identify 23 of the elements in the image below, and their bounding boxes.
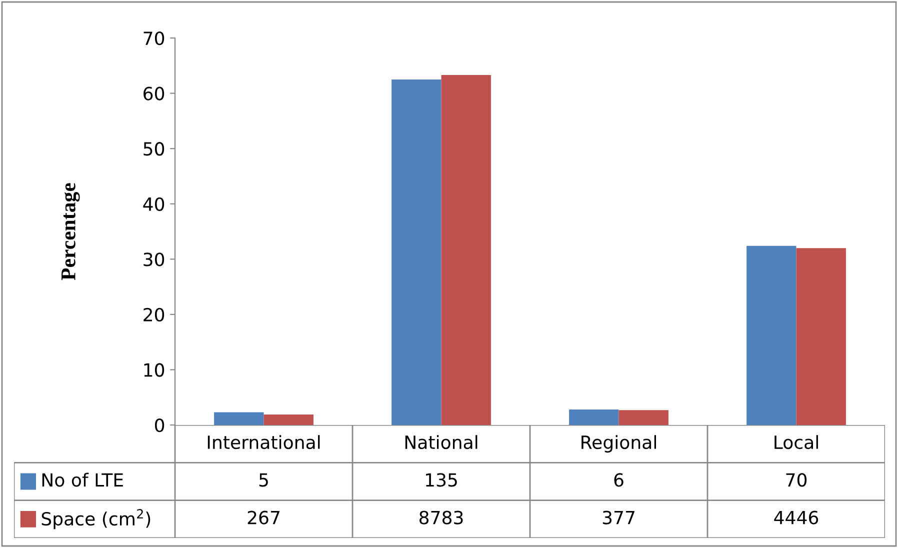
text: 267: [248, 510, 280, 524]
text: 377: [602, 510, 634, 524]
text: 4446: [774, 510, 818, 524]
y-tick-label: 50: [144, 142, 164, 156]
y-tick-label: 60: [144, 86, 164, 100]
text: 6: [614, 473, 624, 487]
y-tick-label: 40: [143, 197, 164, 211]
legend-label: Space (cm$^{2}$): [42, 509, 150, 530]
y-tick-label: 10: [144, 363, 164, 377]
y-tick-label: 70: [144, 31, 164, 46]
x-tick-label: Local: [774, 435, 818, 450]
y-axis-title: Percentage: [62, 183, 80, 280]
y-tick-label: 0: [154, 418, 164, 432]
text: 5: [259, 473, 268, 487]
x-tick-label: Regional: [582, 435, 656, 453]
text: 8783: [420, 510, 463, 524]
text: 135: [426, 473, 457, 487]
x-tick-label: International: [208, 435, 320, 450]
legend-label: No of LTE: [42, 472, 123, 487]
y-tick-label: 30: [144, 252, 164, 266]
x-tick-label: National: [405, 435, 478, 450]
text: 70: [786, 473, 807, 487]
y-tick-label: 20: [144, 308, 164, 322]
